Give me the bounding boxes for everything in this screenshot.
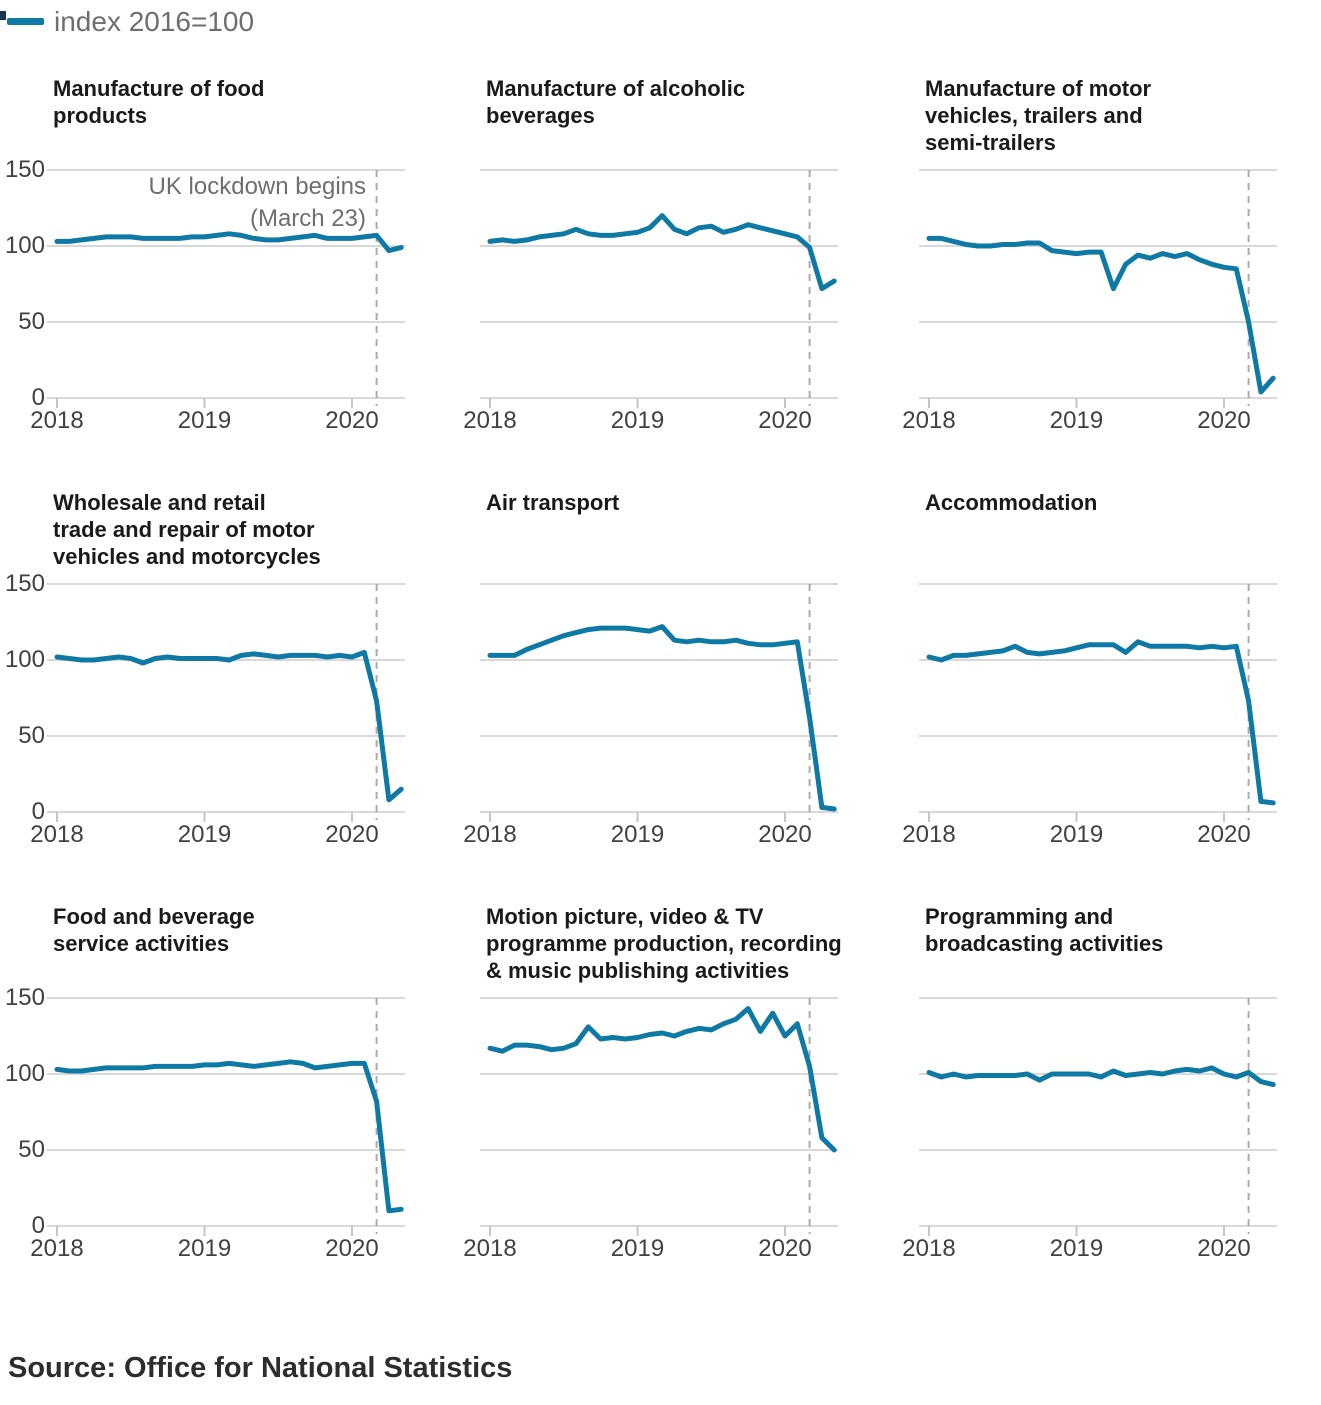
y-tick-label: 150 [4,984,45,1011]
line-chart-plot [919,583,1277,822]
x-tick-label: 2018 [463,1235,517,1262]
lockdown-annotation: UK lockdown begins (March 23) [148,173,366,232]
chart-title: Air transport [486,490,620,515]
x-tick-label: 2020 [325,407,379,434]
x-tick-label: 2018 [463,407,517,434]
y-axis-labels: 150 100 50 0 [0,489,45,857]
chart-title: Motion picture, video & TV programme pro… [486,904,842,983]
x-axis-labels: 2018 2019 2020 [463,406,838,440]
y-tick-label: 0 [31,1212,45,1239]
chart-cell: Manufacture of alcoholic beverages 2018 2… [433,75,866,443]
data-line [487,1006,837,1153]
x-tick-label: 2020 [1197,1235,1251,1262]
chart-cell: Manufacture of motor vehicles, trailers … [872,75,1305,443]
y-axis-labels: 150 100 50 0 [0,75,45,443]
line-chart-plot [47,997,405,1236]
legend-label: index 2016=100 [54,6,255,37]
chart-title: Wholesale and retail trade and repair of… [53,490,321,569]
data-line [54,231,404,254]
x-tick-label: 2019 [177,821,232,848]
y-tick-label: 50 [18,722,45,749]
x-axis-labels: 2018 2019 2020 [463,820,838,854]
y-axis-labels: 150 100 50 0 [0,903,45,1271]
line-chart-plot [480,583,838,822]
legend-line-swatch-icon [7,18,44,25]
x-tick-label: 2020 [758,821,812,848]
x-tick-label: 2019 [610,1235,665,1262]
line-chart-plot [480,997,838,1236]
x-axis-labels: 2018 2019 2020 [30,820,405,854]
y-tick-label: 100 [4,232,45,259]
chart-title: Accommodation [925,490,1098,515]
data-line [926,235,1276,395]
chart-cell: Wholesale and retail trade and repair of… [0,489,433,857]
legend: index 2016=100 [0,2,400,46]
x-tick-label: 2020 [1197,407,1251,434]
chart-title: Food and beverage service activities [53,904,255,956]
line-chart-plot [47,169,405,408]
x-axis-labels: 2018 2019 2020 [30,1234,405,1268]
chart-title: Programming and broadcasting activities [925,904,1164,956]
chart-title: Manufacture of motor vehicles, trailers … [925,76,1152,155]
x-axis-labels: 2018 2019 2020 [30,406,405,440]
y-tick-label: 150 [4,156,45,183]
x-tick-label: 2020 [1197,821,1251,848]
y-tick-label: 0 [31,384,45,411]
x-tick-label: 2018 [30,1235,84,1262]
x-tick-label: 2019 [1049,1235,1104,1262]
data-line [926,1065,1276,1088]
x-tick-label: 2018 [30,821,84,848]
line-chart-plot [919,997,1277,1236]
y-tick-label: 50 [18,1136,45,1163]
data-line [54,649,404,803]
x-axis-labels: 2018 2019 2020 [902,1234,1277,1268]
x-axis-labels: 2018 2019 2020 [463,1234,838,1268]
line-chart-plot [480,169,838,408]
legend-marker-icon [0,11,6,20]
y-tick-label: 0 [31,798,45,825]
chart-cell: Food and beverage service activities 150… [0,903,433,1271]
chart-cell: Motion picture, video & TV programme pro… [433,903,866,1271]
x-tick-label: 2019 [177,407,232,434]
x-tick-label: 2019 [610,821,665,848]
x-tick-label: 2020 [325,1235,379,1262]
chart-cell: Programming and broadcasting activities … [872,903,1305,1271]
x-tick-label: 2020 [758,1235,812,1262]
x-tick-label: 2020 [325,821,379,848]
x-tick-label: 2018 [30,407,84,434]
x-axis-labels: 2018 2019 2020 [902,820,1277,854]
x-tick-label: 2018 [463,821,517,848]
chart-cell: Manufacture of food products 150 100 50 0 2… [0,75,433,443]
data-line [54,1059,404,1214]
x-tick-label: 2019 [610,407,665,434]
x-tick-label: 2019 [177,1235,232,1262]
data-line [926,639,1276,806]
y-tick-label: 100 [4,1060,45,1087]
x-tick-label: 2020 [758,407,812,434]
chart-cell: Air transport 2018 2019 2020 [433,489,866,857]
source-note: Source: Office for National Statistics [8,1352,513,1384]
chart-title: Manufacture of food products [53,76,265,128]
y-tick-label: 100 [4,646,45,673]
y-tick-label: 150 [4,570,45,597]
line-chart-plot [919,169,1277,408]
chart-cell: Accommodation 2018 2019 2020 [872,489,1305,857]
line-chart-plot [47,583,405,822]
data-line [487,213,837,292]
chart-title: Manufacture of alcoholic beverages [486,76,746,128]
x-tick-label: 2018 [902,821,956,848]
x-axis-labels: 2018 2019 2020 [902,406,1277,440]
x-tick-label: 2019 [1049,821,1104,848]
data-line [487,624,837,812]
y-tick-label: 50 [18,308,45,335]
x-tick-label: 2019 [1049,407,1104,434]
x-tick-label: 2018 [902,1235,956,1262]
x-tick-label: 2018 [902,407,956,434]
